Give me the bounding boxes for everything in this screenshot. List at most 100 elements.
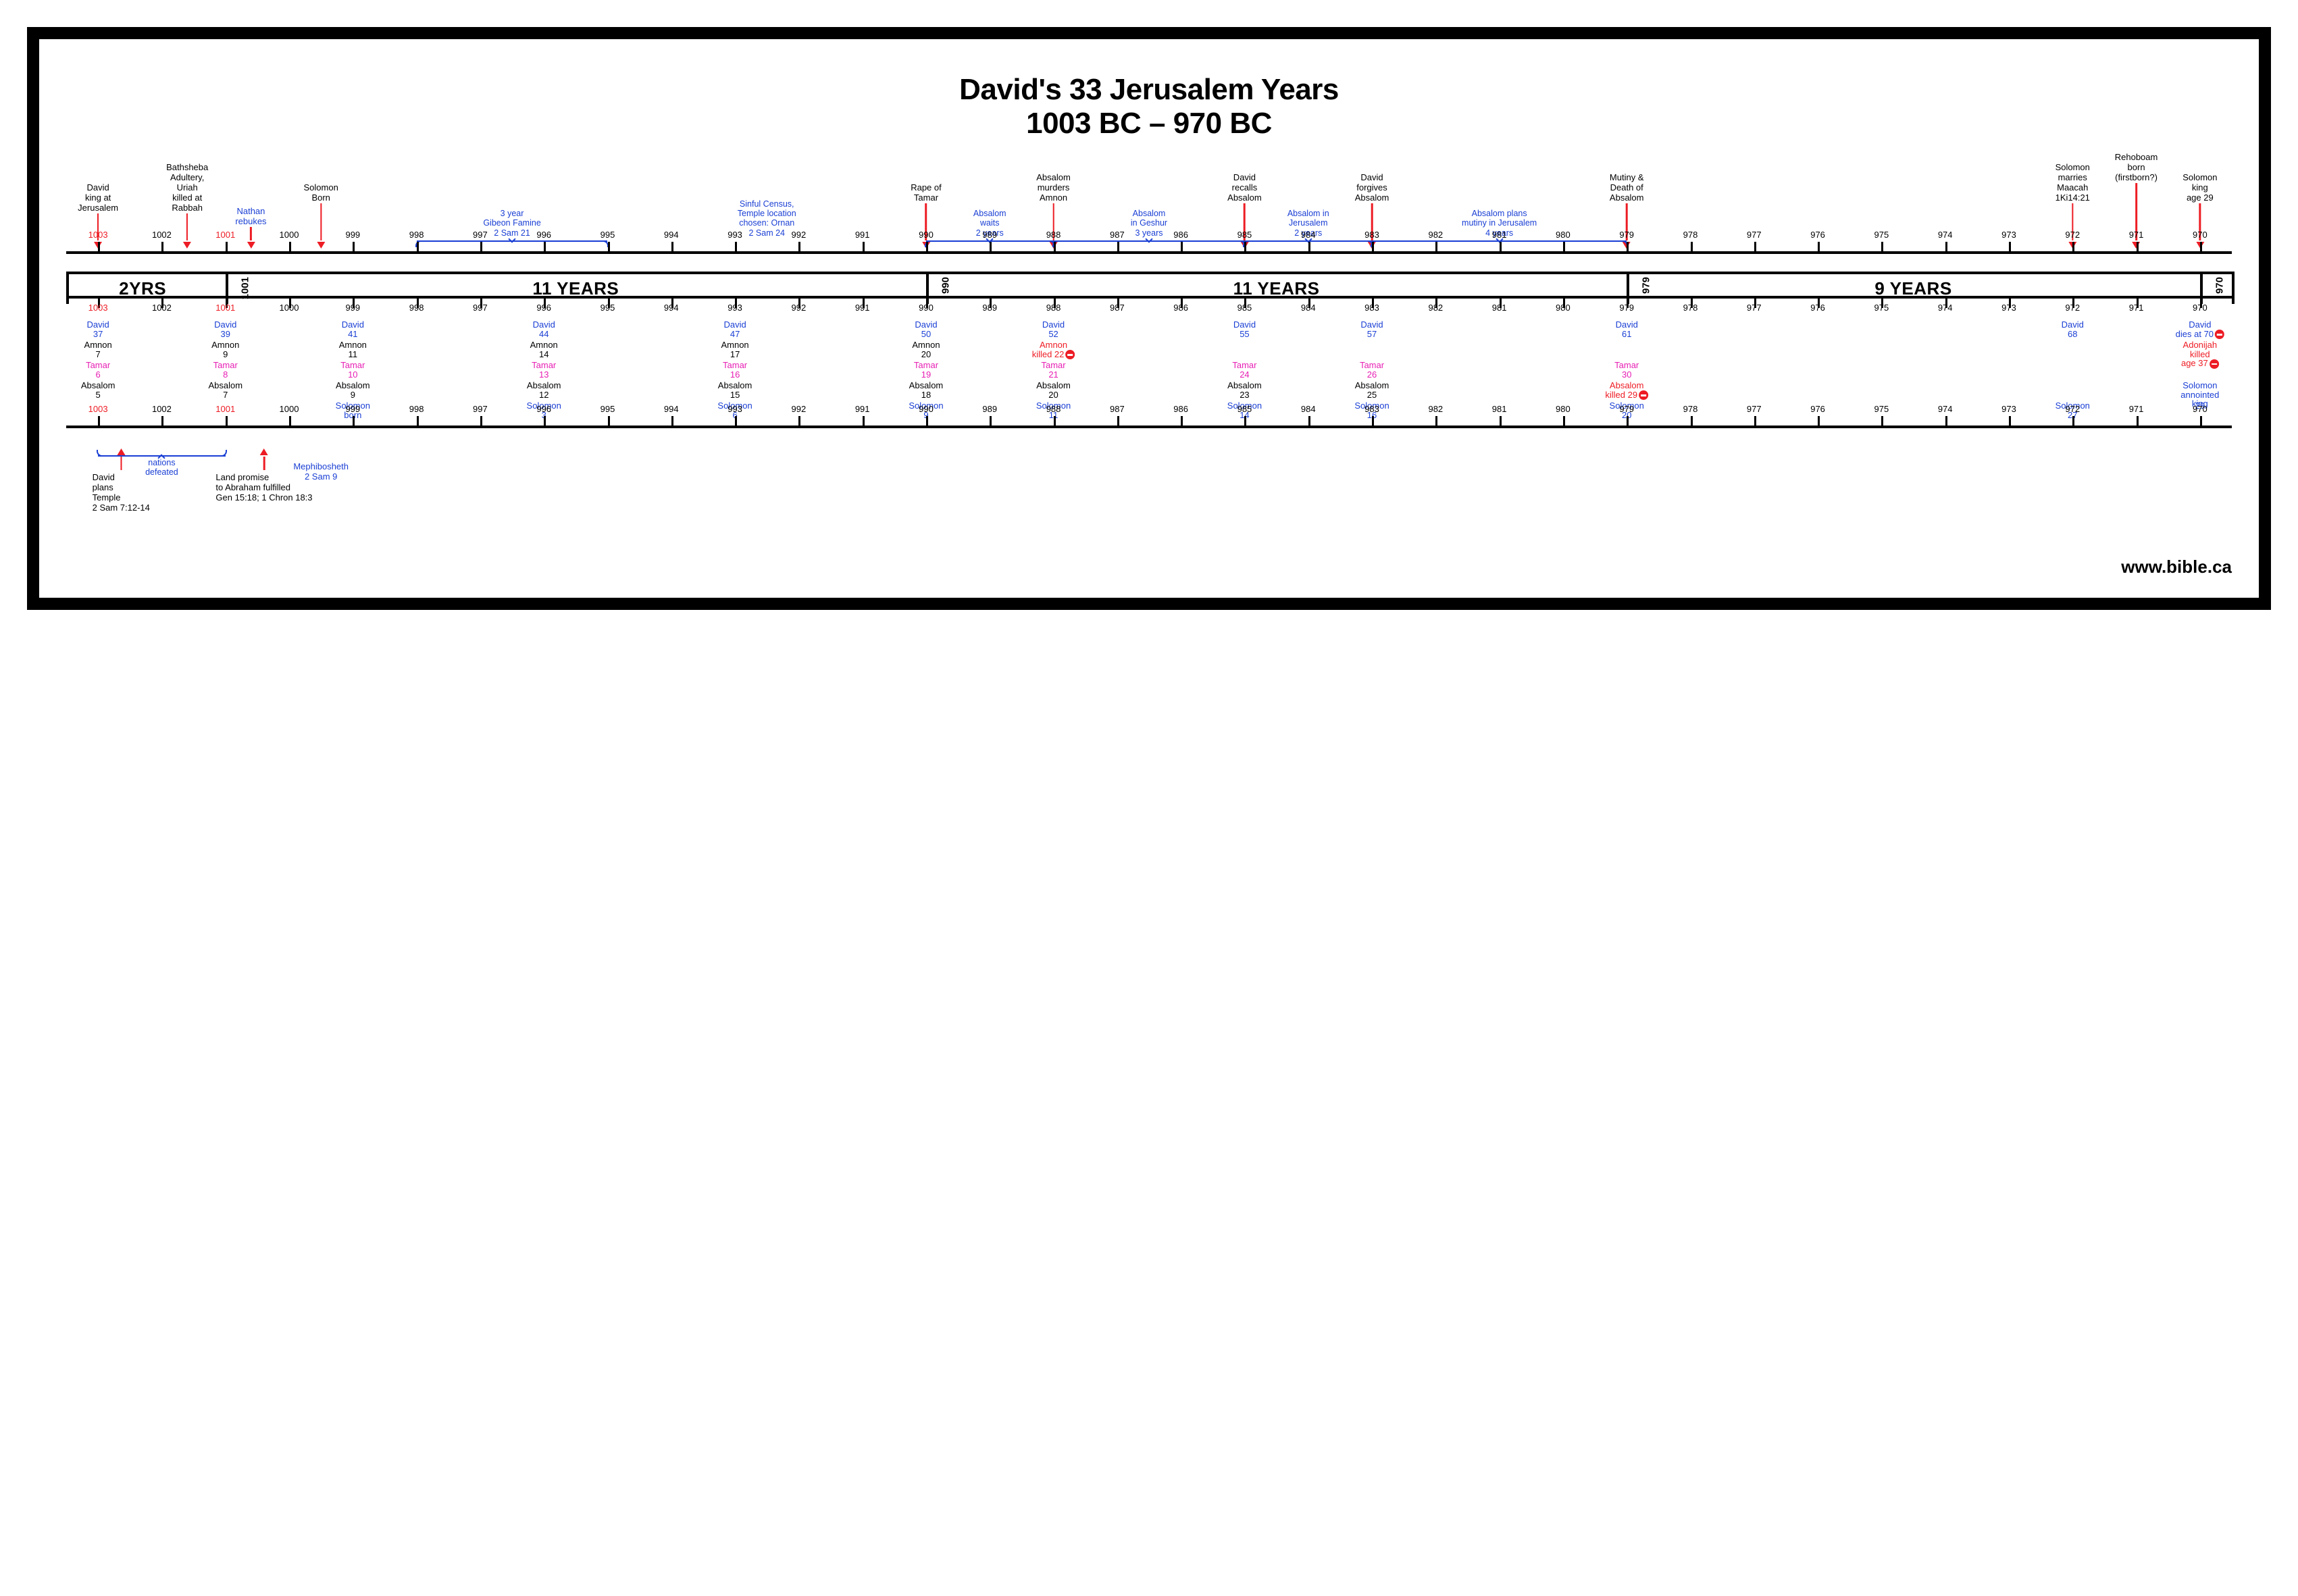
year-996: 996: [536, 404, 551, 414]
year-985: 985: [1237, 230, 1252, 240]
age-absalom-988: Absalom20: [1036, 381, 1071, 399]
bottom-event: DavidplansTemple2 Sam 7:12-14: [93, 448, 150, 513]
year-970: 970: [2193, 230, 2207, 240]
stop-icon: [1065, 350, 1075, 359]
footer-link: www.bible.ca: [66, 557, 2232, 577]
year-998: 998: [409, 303, 424, 313]
year-995: 995: [601, 303, 615, 313]
axis-mid: 1003100210011000999998997996995994993992…: [66, 296, 2232, 320]
year-988: 988: [1046, 404, 1061, 414]
age-tamar-1001: Tamar8: [213, 361, 238, 379]
age-amnon-988: Amnonkilled 22: [1032, 340, 1075, 359]
year-971: 971: [2129, 230, 2144, 240]
age-amnon-990: Amnon20: [912, 340, 940, 359]
vert-year-979: 979: [1641, 277, 1652, 294]
year-1001: 1001: [215, 303, 235, 313]
year-982: 982: [1428, 303, 1443, 313]
year-981: 981: [1492, 303, 1507, 313]
year-997: 997: [473, 230, 488, 240]
age-david-985: David55: [1233, 320, 1256, 338]
year-990: 990: [919, 404, 934, 414]
title-line-1: David's 33 Jerusalem Years: [66, 73, 2232, 107]
age-absalom-993: Absalom15: [718, 381, 752, 399]
year-987: 987: [1110, 303, 1125, 313]
year-984: 984: [1301, 230, 1316, 240]
age-david-1001: David39: [214, 320, 236, 338]
bottom-brace-label: nationsdefeated: [145, 458, 178, 478]
note-sinful-census: Sinful Census,Temple locationchosen: Orn…: [738, 199, 796, 238]
year-976: 976: [1810, 230, 1825, 240]
age-absalom-983: Absalom25: [1355, 381, 1389, 399]
year-996: 996: [536, 230, 551, 240]
axis-segments: 10019909799702YRS11 YEARS11 YEARS9 YEARS: [66, 272, 2232, 299]
year-1002: 1002: [152, 230, 172, 240]
year-993: 993: [727, 303, 742, 313]
age-absalom-985: Absalom23: [1227, 381, 1262, 399]
year-999: 999: [345, 303, 360, 313]
age-david-1003: David37: [87, 320, 109, 338]
age-row-david: David37David39David41David44David47David…: [66, 320, 2232, 340]
age-amnon-996: Amnon14: [530, 340, 558, 359]
year-982: 982: [1428, 404, 1443, 414]
year-1003: 1003: [88, 230, 108, 240]
age-david-988: David52: [1042, 320, 1065, 338]
stop-icon: [1639, 390, 1648, 400]
year-993: 993: [727, 230, 742, 240]
age-david-993: David47: [723, 320, 746, 338]
event-solomon: SolomonBorn: [304, 183, 338, 249]
age-absalom-1003: Absalom5: [81, 381, 116, 399]
year-975: 975: [1874, 230, 1889, 240]
year-994: 994: [664, 303, 679, 313]
title-block: David's 33 Jerusalem Years 1003 BC – 970…: [66, 73, 2232, 140]
age-tamar-985: Tamar24: [1232, 361, 1256, 379]
year-1002: 1002: [152, 303, 172, 313]
year-987: 987: [1110, 404, 1125, 414]
year-981: 981: [1492, 404, 1507, 414]
event-bathsheba: BathshebaAdultery,Uriahkilled atRabbah: [166, 163, 208, 249]
age-david-996: David44: [533, 320, 555, 338]
age-david-983: David57: [1360, 320, 1383, 338]
year-972: 972: [2065, 303, 2080, 313]
year-985: 985: [1237, 404, 1252, 414]
year-994: 994: [664, 404, 679, 414]
year-975: 975: [1874, 404, 1889, 414]
year-1001: 1001: [215, 404, 235, 414]
brace: [1054, 240, 1245, 246]
year-979: 979: [1619, 230, 1634, 240]
year-979: 979: [1619, 303, 1634, 313]
axis-top: 1003100210011000999998997996995994993992…: [66, 251, 2232, 274]
year-976: 976: [1810, 303, 1825, 313]
age-tamar-999: Tamar10: [340, 361, 365, 379]
age-david-979: David61: [1616, 320, 1638, 338]
age-absalom-1001: Absalom7: [208, 381, 242, 399]
age-tamar-993: Tamar16: [723, 361, 747, 379]
year-990: 990: [919, 303, 934, 313]
age-tamar-983: Tamar26: [1360, 361, 1384, 379]
year-972: 972: [2065, 230, 2080, 240]
age-row-absalom: Absalom5Absalom7Absalom9Absalom12Absalom…: [66, 381, 2232, 401]
age-tamar-990: Tamar19: [914, 361, 938, 379]
year-989: 989: [982, 404, 997, 414]
year-986: 986: [1173, 230, 1188, 240]
age-amnon-993: Amnon17: [721, 340, 748, 359]
brace-label: 3 yearGibeon Famine2 Sam 21: [483, 209, 540, 238]
year-983: 983: [1364, 230, 1379, 240]
year-998: 998: [409, 404, 424, 414]
year-991: 991: [855, 303, 870, 313]
age-absalom-996: Absalom12: [527, 381, 561, 399]
year-971: 971: [2129, 404, 2144, 414]
year-978: 978: [1683, 230, 1698, 240]
age-amnon-1001: Amnon9: [211, 340, 239, 359]
age-row-amnon: Amnon7Amnon9Amnon11Amnon14Amnon17Amnon20…: [66, 340, 2232, 361]
year-983: 983: [1364, 404, 1379, 414]
ages-block: David37David39David41David44David47David…: [66, 320, 2232, 421]
title-line-2: 1003 BC – 970 BC: [66, 107, 2232, 140]
year-992: 992: [792, 303, 807, 313]
age-row-solomon: SolomonbornSolomon3Solomon6Solomon9Solom…: [66, 401, 2232, 421]
year-976: 976: [1810, 404, 1825, 414]
year-996: 996: [536, 303, 551, 313]
age-absalom-990: Absalom18: [909, 381, 944, 399]
year-981: 981: [1492, 230, 1507, 240]
year-992: 992: [792, 404, 807, 414]
age-row-tamar: Tamar6Tamar8Tamar10Tamar13Tamar16Tamar19…: [66, 361, 2232, 381]
